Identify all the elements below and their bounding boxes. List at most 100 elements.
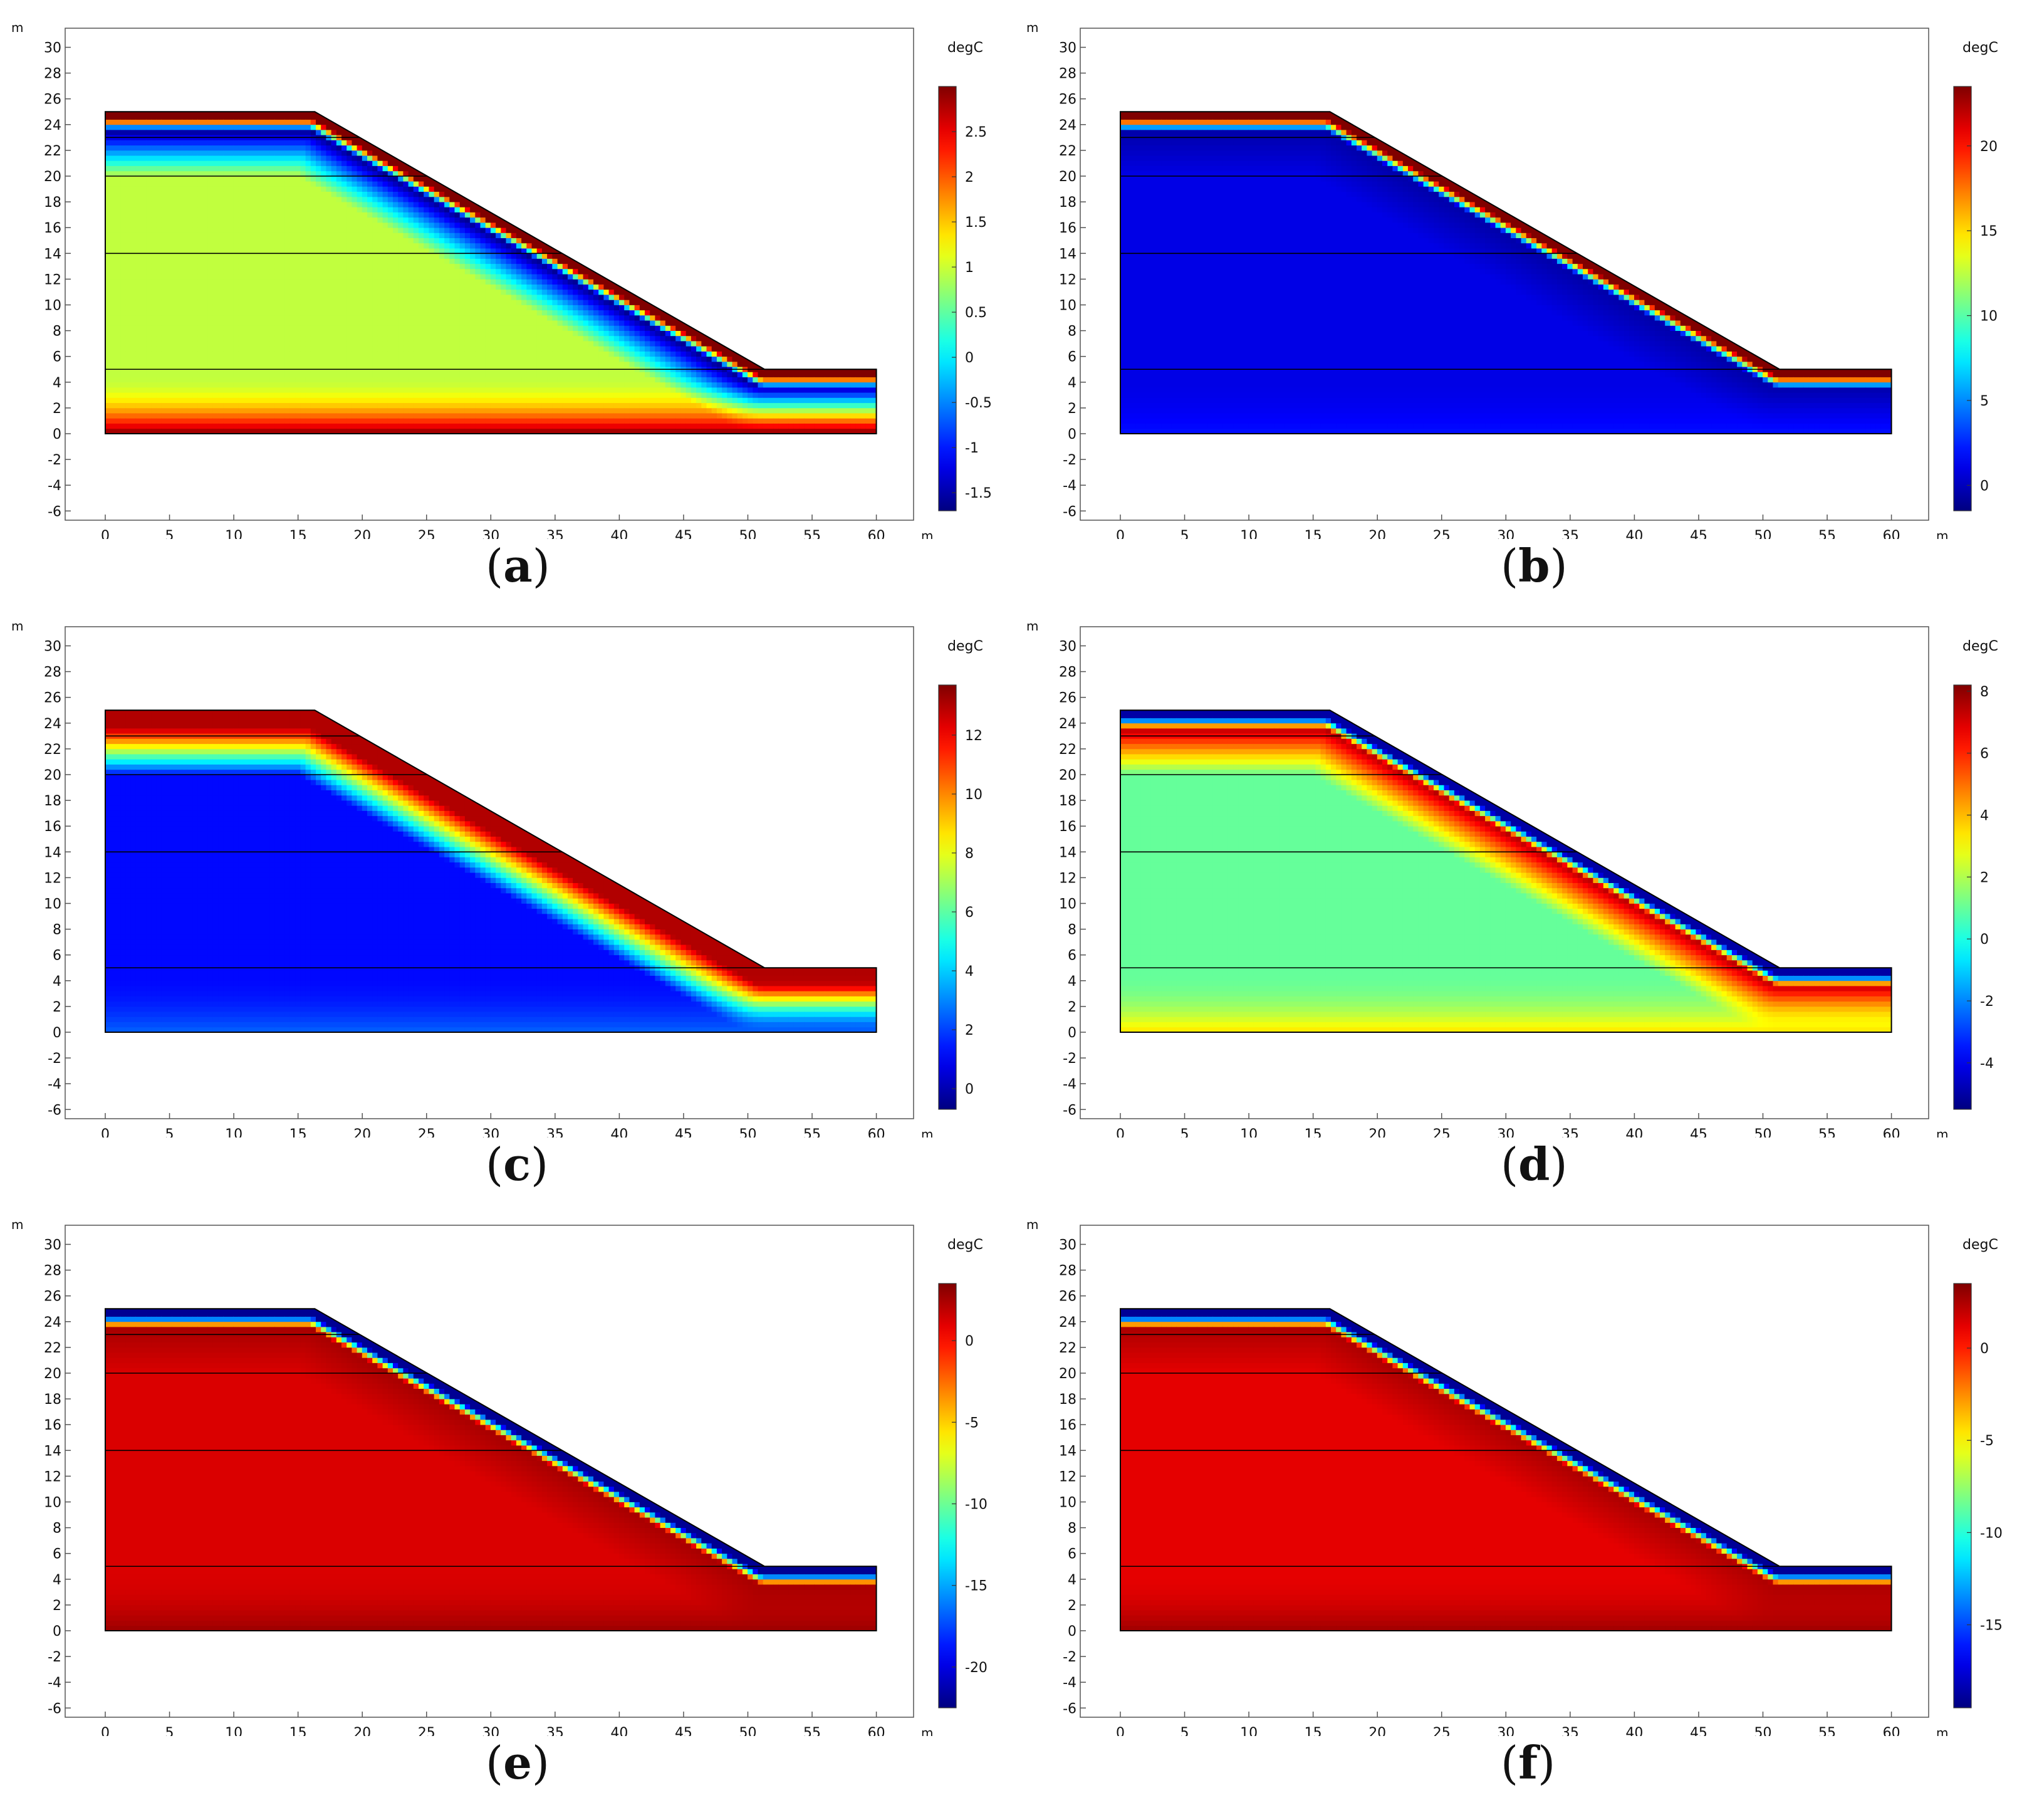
field-cell — [110, 140, 116, 146]
field-cell — [228, 263, 234, 269]
field-cell — [269, 253, 276, 259]
field-cell — [233, 294, 239, 300]
field-cell — [429, 263, 435, 269]
field-cell — [156, 129, 162, 135]
field-cell — [459, 299, 466, 305]
field-cell — [182, 243, 188, 249]
field-cell — [249, 345, 255, 352]
field-cell — [125, 351, 132, 357]
field-cell — [125, 382, 132, 388]
field-cell — [336, 243, 342, 249]
field-cell — [387, 294, 393, 300]
field-cell — [403, 284, 409, 290]
field-cell — [202, 377, 209, 383]
field-cell — [444, 284, 451, 290]
field-cell — [506, 340, 512, 347]
field-cell — [341, 160, 347, 166]
field-cell — [506, 335, 512, 342]
field-cell — [264, 335, 270, 342]
field-cell — [146, 150, 152, 156]
field-cell — [341, 248, 347, 254]
field-cell — [105, 150, 111, 156]
field-cell — [197, 150, 204, 156]
field-cell — [167, 263, 172, 269]
field-cell — [300, 227, 306, 233]
field-cell — [372, 238, 378, 244]
field-cell — [501, 340, 507, 347]
field-cell — [284, 112, 291, 115]
field-cell — [377, 217, 383, 223]
field-cell — [156, 351, 162, 357]
field-cell — [105, 315, 111, 321]
field-cell — [310, 412, 316, 419]
field-cell — [490, 402, 496, 409]
field-cell — [295, 233, 301, 238]
field-cell — [419, 201, 424, 207]
field-cell — [187, 212, 193, 218]
field-cell — [352, 402, 358, 409]
field-cell — [254, 382, 260, 388]
field-cell — [387, 175, 393, 182]
field-cell — [120, 191, 127, 197]
field-cell — [105, 279, 111, 285]
field-cell — [321, 155, 327, 161]
field-cell — [434, 310, 440, 316]
field-cell — [459, 428, 466, 434]
field-cell — [284, 402, 291, 409]
field-cell — [496, 258, 502, 264]
field-cell — [279, 258, 286, 264]
field-cell — [377, 377, 383, 383]
field-cell — [244, 268, 250, 275]
field-cell — [212, 196, 219, 202]
field-cell — [105, 402, 111, 409]
field-cell — [212, 186, 219, 192]
field-cell — [125, 212, 132, 218]
field-cell — [238, 217, 244, 223]
field-cell — [367, 201, 373, 207]
field-cell — [279, 310, 286, 316]
field-cell — [244, 330, 250, 337]
field-cell — [167, 361, 172, 367]
field-cell — [316, 299, 321, 305]
field-cell — [269, 382, 276, 388]
field-cell — [377, 279, 383, 285]
field-cell — [464, 233, 471, 238]
field-cell — [130, 382, 137, 388]
field-cell — [105, 417, 111, 424]
field-cell — [444, 335, 451, 342]
field-cell — [192, 263, 199, 269]
field-cell — [459, 417, 466, 424]
field-cell — [439, 253, 445, 259]
field-cell — [501, 423, 507, 429]
field-cell — [233, 412, 239, 419]
field-cell — [362, 361, 368, 367]
field-cell — [187, 268, 193, 275]
field-cell — [387, 356, 393, 362]
field-cell — [177, 201, 183, 207]
field-cell — [156, 310, 162, 316]
field-cell — [300, 361, 306, 367]
field-cell — [197, 222, 204, 228]
field-cell — [238, 407, 244, 414]
field-cell — [347, 191, 353, 197]
field-cell — [254, 119, 260, 125]
field-cell — [434, 351, 440, 357]
field-cell — [233, 180, 239, 187]
field-cell — [305, 305, 311, 311]
field-cell — [429, 356, 435, 362]
field-cell — [326, 191, 332, 197]
field-cell — [352, 284, 358, 290]
field-cell — [135, 186, 142, 192]
field-cell — [167, 145, 172, 151]
field-cell — [228, 310, 234, 316]
field-cell — [470, 407, 476, 414]
field-cell — [444, 340, 451, 347]
field-cell — [382, 325, 388, 331]
field-cell — [341, 233, 347, 238]
field-cell — [398, 217, 404, 223]
field-cell — [357, 345, 363, 352]
field-cell — [125, 145, 132, 151]
field-cell — [485, 402, 491, 409]
field-cell — [316, 243, 321, 249]
field-cell — [367, 335, 373, 342]
